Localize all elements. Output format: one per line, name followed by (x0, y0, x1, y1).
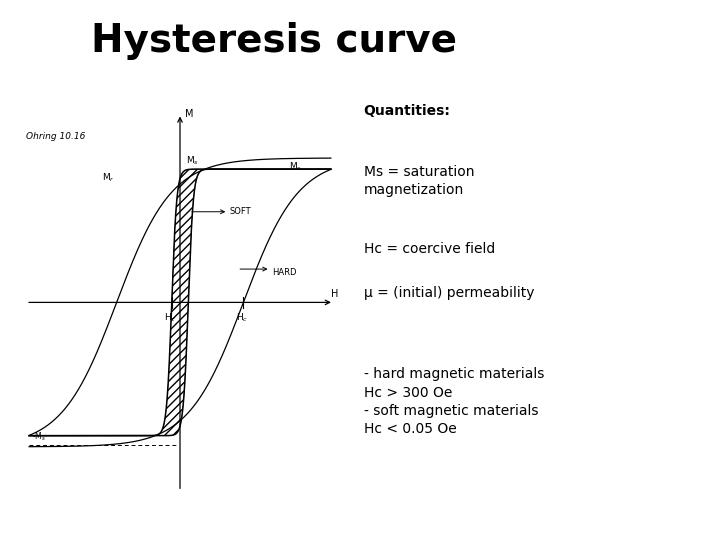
Text: H: H (331, 289, 338, 299)
Text: M: M (184, 109, 193, 119)
Text: Ohring 10.16: Ohring 10.16 (26, 132, 86, 141)
Text: Hysteresis curve: Hysteresis curve (91, 22, 456, 59)
Text: M$_s$: M$_s$ (289, 160, 302, 173)
Text: H$_c$: H$_c$ (164, 312, 176, 325)
Text: Ms = saturation
magnetization: Ms = saturation magnetization (364, 165, 474, 197)
Text: μ = (initial) permeability: μ = (initial) permeability (364, 286, 534, 300)
Text: SOFT: SOFT (230, 207, 251, 217)
Text: Quantities:: Quantities: (364, 104, 451, 118)
Text: H$_c$: H$_c$ (235, 312, 248, 325)
Text: HARD: HARD (272, 268, 297, 276)
Text: Hc = coercive field: Hc = coercive field (364, 241, 495, 255)
Text: - hard magnetic materials
Hc > 300 Oe
- soft magnetic materials
Hc < 0.05 Oe: - hard magnetic materials Hc > 300 Oe - … (364, 367, 544, 436)
Text: M$_r$: M$_r$ (102, 171, 114, 184)
Text: M$_s$: M$_s$ (186, 154, 199, 167)
Text: -M$_s$: -M$_s$ (32, 430, 46, 443)
